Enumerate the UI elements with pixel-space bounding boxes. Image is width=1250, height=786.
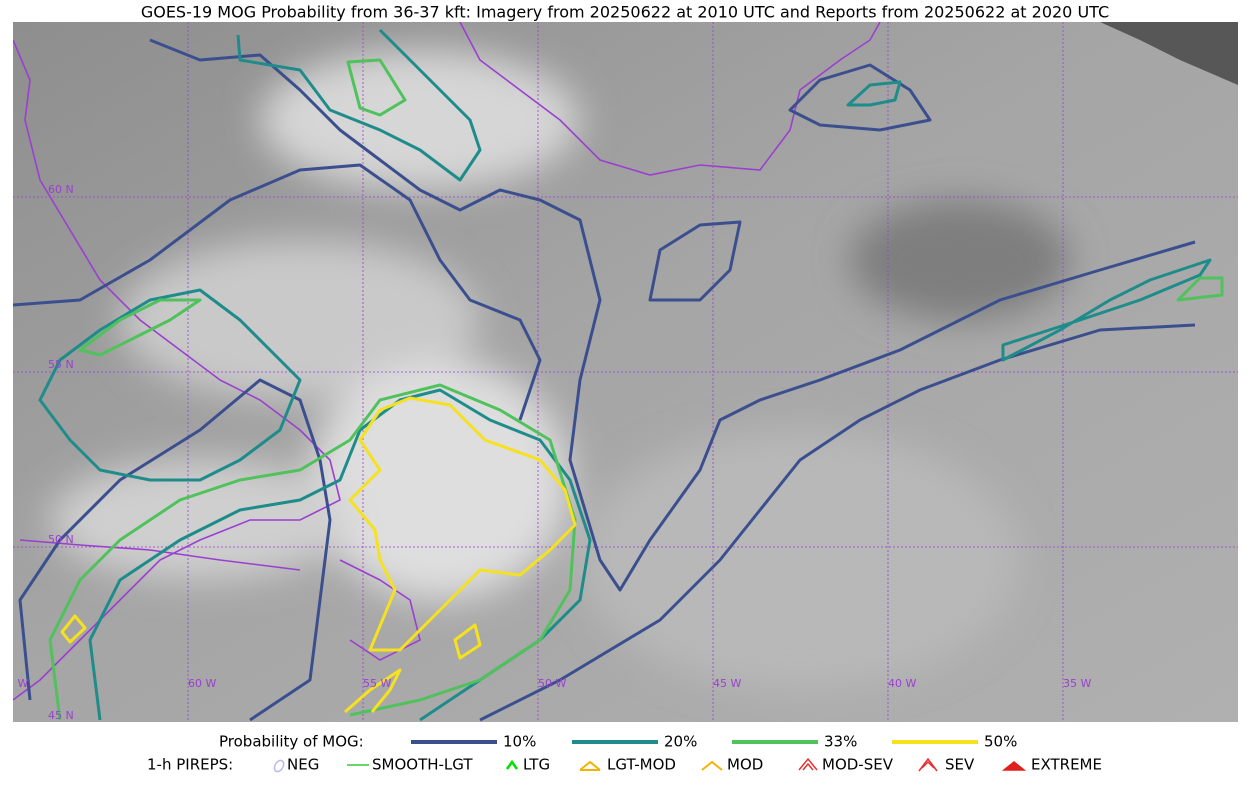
mog-contour (48, 383, 577, 721)
mog-contour (88, 388, 592, 722)
mog-contour (13, 163, 542, 421)
pirep-icons (273, 757, 1027, 773)
mog-contour (788, 63, 932, 132)
no-data-area (1100, 22, 1238, 85)
title: GOES-19 MOG Probability from 36-37 kft: … (141, 3, 1109, 22)
mog-contour (344, 668, 402, 714)
pirep-label: EXTREME (1031, 756, 1102, 774)
graticule (13, 22, 1238, 722)
lon-label: 40 W (888, 677, 916, 690)
pireps-title: 1-h PIREPS: (147, 756, 233, 774)
lon-label: 55 W (363, 677, 391, 690)
mog-contour (236, 28, 482, 182)
legend-label: 33% (824, 733, 857, 751)
lon-label: 65 W (0, 677, 28, 690)
mog-contour (453, 623, 482, 660)
mog-contour (648, 220, 742, 302)
mog-contour (348, 396, 577, 652)
legend-label: 10% (503, 733, 536, 751)
lat-label: 55 N (48, 358, 74, 371)
mog-contour (18, 378, 332, 722)
mog-contour (846, 80, 902, 107)
contours (13, 28, 1224, 722)
legend: Probability of MOG: 1-h PIREPS: 10% 20% 33… (147, 733, 1102, 774)
pirep-label: LTG (523, 756, 550, 774)
mog-contour (149, 38, 1196, 592)
cloud-features (50, 50, 1070, 690)
legend-label: 50% (984, 733, 1017, 751)
lat-label: 50 N (48, 533, 74, 546)
pirep-label: NEG (287, 756, 319, 774)
lon-label: 60 W (188, 677, 216, 690)
lon-label: 35 W (1063, 677, 1091, 690)
pirep-label: SEV (945, 756, 975, 774)
map: 60 N 55 N 50 N 45 N 65 W 60 W 55 W 50 W 45 W 40 W… (0, 22, 1238, 722)
lat-label: 45 N (48, 709, 74, 722)
pirep-label: SMOOTH-LGT (372, 756, 473, 774)
legend-label: 20% (664, 733, 697, 751)
pirep-label: LGT-MOD (607, 756, 676, 774)
pirep-label: MOD (727, 756, 763, 774)
mog-contour (38, 288, 302, 482)
lon-label: 45 W (713, 677, 741, 690)
mog-contour (1176, 276, 1224, 302)
mog-contour (346, 58, 407, 117)
mog-contour (479, 323, 1196, 722)
mog-contour (60, 614, 87, 644)
mog-contour (1001, 258, 1212, 362)
mog-contour (78, 298, 202, 357)
lon-label: 50 W (538, 677, 566, 690)
lat-label: 60 N (48, 183, 74, 196)
legend-title: Probability of MOG: (219, 733, 364, 751)
pirep-label: MOD-SEV (822, 756, 894, 774)
